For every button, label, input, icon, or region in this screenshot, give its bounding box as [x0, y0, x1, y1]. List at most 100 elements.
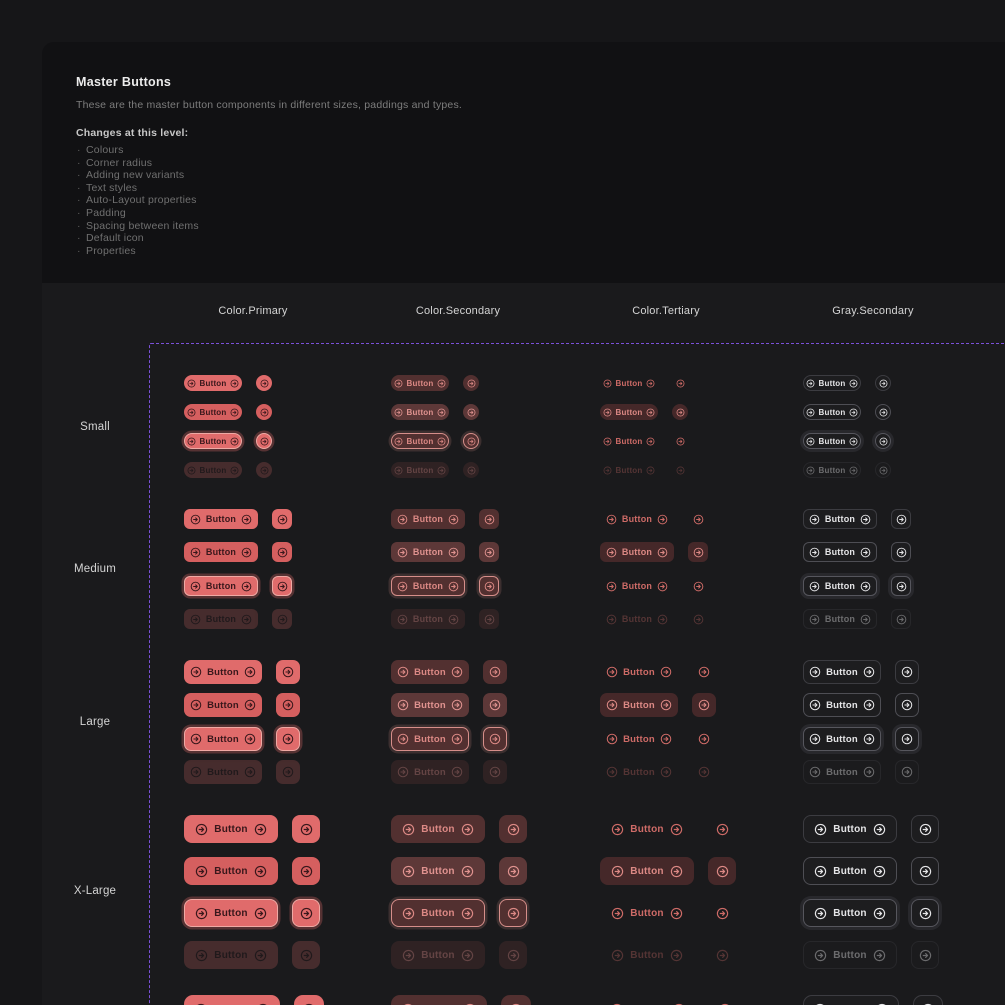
- icon-button-color-secondary-medium-focused[interactable]: [479, 576, 499, 596]
- icon-button-color-tertiary-x-large-hover[interactable]: [708, 857, 736, 885]
- icon-button-gray-secondary-large-hover[interactable]: [895, 693, 919, 717]
- button-color-secondary-medium-disabled[interactable]: Button: [391, 609, 465, 629]
- icon-button-color-secondary-small-default[interactable]: [463, 375, 479, 391]
- icon-button-color-primary-medium-disabled[interactable]: [272, 609, 292, 629]
- button-color-primary-medium-default[interactable]: Button: [184, 509, 258, 529]
- button-color-primary-medium-hover[interactable]: Button: [184, 542, 258, 562]
- button-color-primary-xx-large-default[interactable]: Button: [184, 995, 280, 1005]
- button-color-primary-large-disabled[interactable]: Button: [184, 760, 262, 784]
- icon-button-gray-secondary-medium-focused[interactable]: [891, 576, 911, 596]
- button-color-secondary-large-disabled[interactable]: Button: [391, 760, 469, 784]
- button-gray-secondary-small-default[interactable]: Button: [803, 375, 861, 391]
- button-color-primary-x-large-default[interactable]: Button: [184, 815, 278, 843]
- icon-button-gray-secondary-medium-disabled[interactable]: [891, 609, 911, 629]
- icon-button-color-tertiary-large-default[interactable]: [692, 660, 716, 684]
- icon-button-color-secondary-x-large-disabled[interactable]: [499, 941, 527, 969]
- button-color-primary-large-default[interactable]: Button: [184, 660, 262, 684]
- button-color-tertiary-medium-default[interactable]: Button: [600, 509, 674, 529]
- icon-button-color-secondary-x-large-default[interactable]: [499, 815, 527, 843]
- button-color-primary-x-large-disabled[interactable]: Button: [184, 941, 278, 969]
- button-gray-secondary-medium-default[interactable]: Button: [803, 509, 877, 529]
- icon-button-color-tertiary-small-focused[interactable]: [672, 433, 688, 449]
- icon-button-gray-secondary-large-disabled[interactable]: [895, 760, 919, 784]
- button-color-tertiary-large-focused[interactable]: Button: [600, 727, 678, 751]
- icon-button-color-primary-small-default[interactable]: [256, 375, 272, 391]
- button-color-secondary-medium-default[interactable]: Button: [391, 509, 465, 529]
- icon-button-color-primary-xx-large-default[interactable]: [294, 995, 324, 1005]
- icon-button-gray-secondary-large-default[interactable]: [895, 660, 919, 684]
- icon-button-gray-secondary-x-large-disabled[interactable]: [911, 941, 939, 969]
- button-color-secondary-xx-large-default[interactable]: Button: [391, 995, 487, 1005]
- icon-button-color-primary-small-hover[interactable]: [256, 404, 272, 420]
- icon-button-color-primary-x-large-focused[interactable]: [292, 899, 320, 927]
- icon-button-color-primary-large-hover[interactable]: [276, 693, 300, 717]
- button-color-secondary-x-large-disabled[interactable]: Button: [391, 941, 485, 969]
- button-color-secondary-small-hover[interactable]: Button: [391, 404, 449, 420]
- button-color-secondary-small-disabled[interactable]: Button: [391, 462, 449, 478]
- icon-button-color-primary-large-disabled[interactable]: [276, 760, 300, 784]
- icon-button-color-tertiary-medium-default[interactable]: [688, 509, 708, 529]
- button-color-tertiary-medium-hover[interactable]: Button: [600, 542, 674, 562]
- icon-button-gray-secondary-small-focused[interactable]: [875, 433, 891, 449]
- icon-button-color-primary-medium-hover[interactable]: [272, 542, 292, 562]
- icon-button-gray-secondary-small-disabled[interactable]: [875, 462, 891, 478]
- button-color-secondary-small-default[interactable]: Button: [391, 375, 449, 391]
- button-color-tertiary-xx-large-default[interactable]: Button: [600, 995, 696, 1005]
- icon-button-color-primary-large-focused[interactable]: [276, 727, 300, 751]
- button-color-secondary-small-focused[interactable]: Button: [391, 433, 449, 449]
- button-gray-secondary-large-default[interactable]: Button: [803, 660, 881, 684]
- button-color-primary-small-disabled[interactable]: Button: [184, 462, 242, 478]
- icon-button-color-primary-medium-focused[interactable]: [272, 576, 292, 596]
- button-color-tertiary-x-large-disabled[interactable]: Button: [600, 941, 694, 969]
- button-gray-secondary-small-disabled[interactable]: Button: [803, 462, 861, 478]
- icon-button-color-primary-small-disabled[interactable]: [256, 462, 272, 478]
- button-color-secondary-x-large-default[interactable]: Button: [391, 815, 485, 843]
- icon-button-color-tertiary-xx-large-default[interactable]: [710, 995, 740, 1005]
- button-color-tertiary-large-default[interactable]: Button: [600, 660, 678, 684]
- icon-button-color-secondary-large-disabled[interactable]: [483, 760, 507, 784]
- icon-button-color-secondary-xx-large-default[interactable]: [501, 995, 531, 1005]
- icon-button-color-secondary-large-hover[interactable]: [483, 693, 507, 717]
- icon-button-color-tertiary-x-large-default[interactable]: [708, 815, 736, 843]
- button-gray-secondary-small-hover[interactable]: Button: [803, 404, 861, 420]
- button-gray-secondary-large-disabled[interactable]: Button: [803, 760, 881, 784]
- icon-button-color-secondary-small-disabled[interactable]: [463, 462, 479, 478]
- icon-button-color-primary-x-large-disabled[interactable]: [292, 941, 320, 969]
- icon-button-color-tertiary-large-disabled[interactable]: [692, 760, 716, 784]
- icon-button-color-tertiary-medium-disabled[interactable]: [688, 609, 708, 629]
- icon-button-gray-secondary-small-default[interactable]: [875, 375, 891, 391]
- button-gray-secondary-xx-large-default[interactable]: Button: [803, 995, 899, 1005]
- button-color-tertiary-large-disabled[interactable]: Button: [600, 760, 678, 784]
- button-color-tertiary-small-disabled[interactable]: Button: [600, 462, 658, 478]
- icon-button-color-secondary-medium-disabled[interactable]: [479, 609, 499, 629]
- icon-button-color-tertiary-large-hover[interactable]: [692, 693, 716, 717]
- icon-button-color-secondary-large-focused[interactable]: [483, 727, 507, 751]
- button-color-secondary-large-hover[interactable]: Button: [391, 693, 469, 717]
- icon-button-gray-secondary-medium-default[interactable]: [891, 509, 911, 529]
- button-color-secondary-medium-hover[interactable]: Button: [391, 542, 465, 562]
- button-color-primary-small-default[interactable]: Button: [184, 375, 242, 391]
- icon-button-gray-secondary-x-large-default[interactable]: [911, 815, 939, 843]
- button-color-tertiary-small-hover[interactable]: Button: [600, 404, 658, 420]
- button-color-tertiary-small-default[interactable]: Button: [600, 375, 658, 391]
- button-gray-secondary-medium-hover[interactable]: Button: [803, 542, 877, 562]
- icon-button-color-tertiary-small-default[interactable]: [672, 375, 688, 391]
- icon-button-color-secondary-medium-hover[interactable]: [479, 542, 499, 562]
- icon-button-color-tertiary-large-focused[interactable]: [692, 727, 716, 751]
- icon-button-color-tertiary-medium-focused[interactable]: [688, 576, 708, 596]
- button-gray-secondary-medium-disabled[interactable]: Button: [803, 609, 877, 629]
- button-color-primary-large-hover[interactable]: Button: [184, 693, 262, 717]
- icon-button-color-secondary-large-default[interactable]: [483, 660, 507, 684]
- icon-button-color-primary-medium-default[interactable]: [272, 509, 292, 529]
- icon-button-gray-secondary-medium-hover[interactable]: [891, 542, 911, 562]
- button-color-secondary-x-large-focused[interactable]: Button: [391, 899, 485, 927]
- button-color-primary-medium-disabled[interactable]: Button: [184, 609, 258, 629]
- button-gray-secondary-x-large-default[interactable]: Button: [803, 815, 897, 843]
- button-color-tertiary-x-large-hover[interactable]: Button: [600, 857, 694, 885]
- button-color-tertiary-large-hover[interactable]: Button: [600, 693, 678, 717]
- button-color-primary-x-large-hover[interactable]: Button: [184, 857, 278, 885]
- icon-button-color-primary-large-default[interactable]: [276, 660, 300, 684]
- button-color-secondary-large-focused[interactable]: Button: [391, 727, 469, 751]
- button-color-tertiary-medium-disabled[interactable]: Button: [600, 609, 674, 629]
- button-color-primary-medium-focused[interactable]: Button: [184, 576, 258, 596]
